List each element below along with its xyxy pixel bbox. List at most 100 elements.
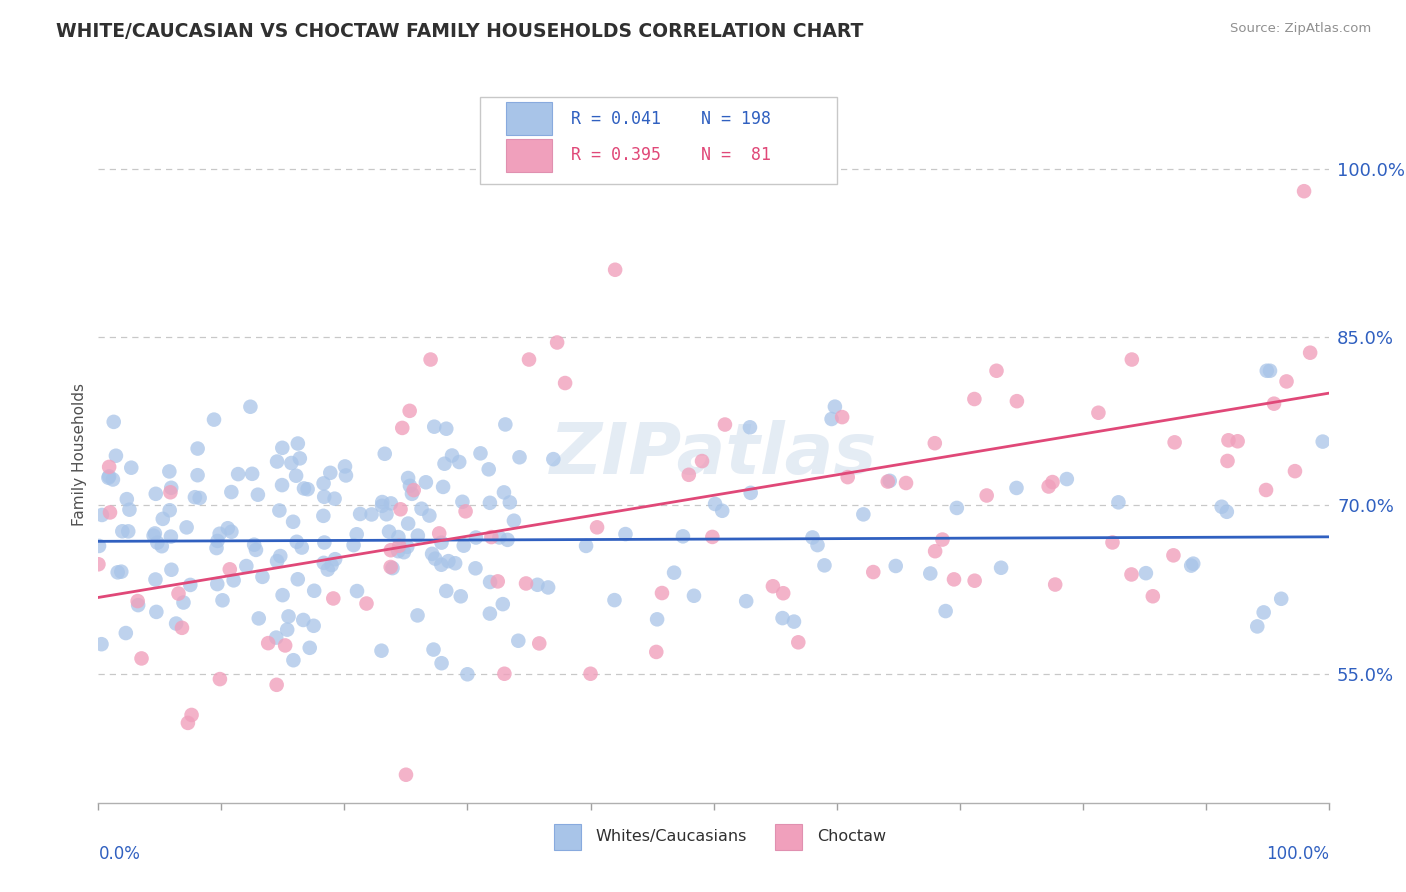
Point bbox=[515, 576, 537, 591]
Point bbox=[335, 468, 357, 483]
Point bbox=[375, 508, 398, 522]
Point bbox=[205, 541, 228, 555]
Point bbox=[371, 495, 394, 509]
Point bbox=[380, 543, 402, 558]
Point bbox=[464, 531, 486, 545]
Point bbox=[444, 556, 467, 570]
Point bbox=[98, 469, 121, 483]
Point bbox=[508, 633, 530, 648]
Point bbox=[432, 480, 454, 494]
Point bbox=[271, 478, 294, 492]
Point bbox=[239, 400, 262, 414]
Point bbox=[264, 631, 287, 645]
Point bbox=[111, 524, 134, 539]
Point bbox=[177, 715, 200, 730]
Point bbox=[1253, 606, 1275, 620]
Point bbox=[406, 528, 429, 542]
Point bbox=[831, 410, 853, 425]
Point bbox=[820, 412, 842, 426]
Point bbox=[146, 535, 169, 549]
Point bbox=[389, 502, 412, 516]
Point bbox=[430, 657, 453, 671]
Point bbox=[1226, 434, 1249, 449]
Point bbox=[160, 563, 183, 577]
Point bbox=[104, 449, 127, 463]
Point bbox=[342, 538, 364, 552]
Point bbox=[396, 516, 419, 531]
Point bbox=[167, 586, 190, 600]
Point bbox=[97, 471, 120, 485]
Point bbox=[187, 468, 209, 483]
Point bbox=[322, 591, 344, 606]
Text: 0.0%: 0.0% bbox=[98, 845, 141, 863]
Point bbox=[356, 597, 378, 611]
Point bbox=[314, 490, 336, 504]
Point bbox=[1211, 500, 1233, 514]
Point bbox=[396, 540, 419, 554]
Point bbox=[150, 539, 173, 553]
Point bbox=[433, 457, 456, 471]
Point bbox=[1163, 435, 1185, 450]
Y-axis label: Family Households: Family Households bbox=[72, 384, 87, 526]
Point bbox=[603, 593, 626, 607]
Point bbox=[398, 404, 420, 418]
Point bbox=[586, 520, 609, 534]
Point bbox=[503, 514, 526, 528]
Point bbox=[145, 573, 167, 587]
Point bbox=[1135, 566, 1157, 581]
Point bbox=[837, 470, 859, 484]
Point bbox=[180, 708, 202, 723]
Point bbox=[451, 495, 474, 509]
Text: Whites/Caucasians: Whites/Caucasians bbox=[596, 830, 747, 845]
Point bbox=[247, 611, 270, 625]
Point bbox=[1216, 505, 1239, 519]
Point bbox=[411, 501, 433, 516]
Point bbox=[117, 524, 139, 539]
Point bbox=[1246, 619, 1268, 633]
Point bbox=[101, 473, 124, 487]
Point bbox=[824, 400, 846, 414]
Point bbox=[391, 421, 413, 435]
Point bbox=[269, 549, 291, 563]
Point bbox=[479, 574, 502, 589]
Point bbox=[651, 586, 673, 600]
Point bbox=[333, 459, 356, 474]
Point bbox=[292, 482, 315, 496]
FancyBboxPatch shape bbox=[479, 96, 837, 184]
Point bbox=[157, 465, 180, 479]
Point bbox=[217, 521, 239, 535]
Point bbox=[387, 530, 409, 544]
Point bbox=[360, 508, 382, 522]
Point bbox=[396, 471, 419, 485]
Point bbox=[188, 491, 211, 505]
Point bbox=[876, 475, 898, 489]
Point bbox=[963, 392, 986, 406]
Point bbox=[852, 508, 875, 522]
Point bbox=[419, 352, 441, 367]
Point bbox=[672, 529, 695, 543]
Point bbox=[1042, 475, 1064, 489]
Point bbox=[478, 607, 501, 621]
Point bbox=[441, 449, 464, 463]
Point bbox=[645, 612, 668, 626]
Point bbox=[1005, 394, 1028, 409]
Point bbox=[170, 621, 193, 635]
Point bbox=[1312, 434, 1334, 449]
Bar bbox=[506, 138, 553, 172]
Point bbox=[285, 534, 308, 549]
Point bbox=[935, 604, 957, 618]
Text: ZIPatlas: ZIPatlas bbox=[550, 420, 877, 490]
Point bbox=[235, 559, 257, 574]
Point bbox=[714, 417, 737, 432]
Point bbox=[98, 459, 121, 474]
Point bbox=[288, 451, 311, 466]
Point bbox=[813, 558, 835, 573]
Point bbox=[392, 545, 415, 559]
Point bbox=[312, 556, 335, 570]
Text: Choctaw: Choctaw bbox=[817, 830, 886, 845]
Point bbox=[374, 447, 396, 461]
Point bbox=[963, 574, 986, 588]
Point bbox=[283, 653, 305, 667]
Point bbox=[323, 491, 346, 506]
Point bbox=[346, 584, 368, 599]
